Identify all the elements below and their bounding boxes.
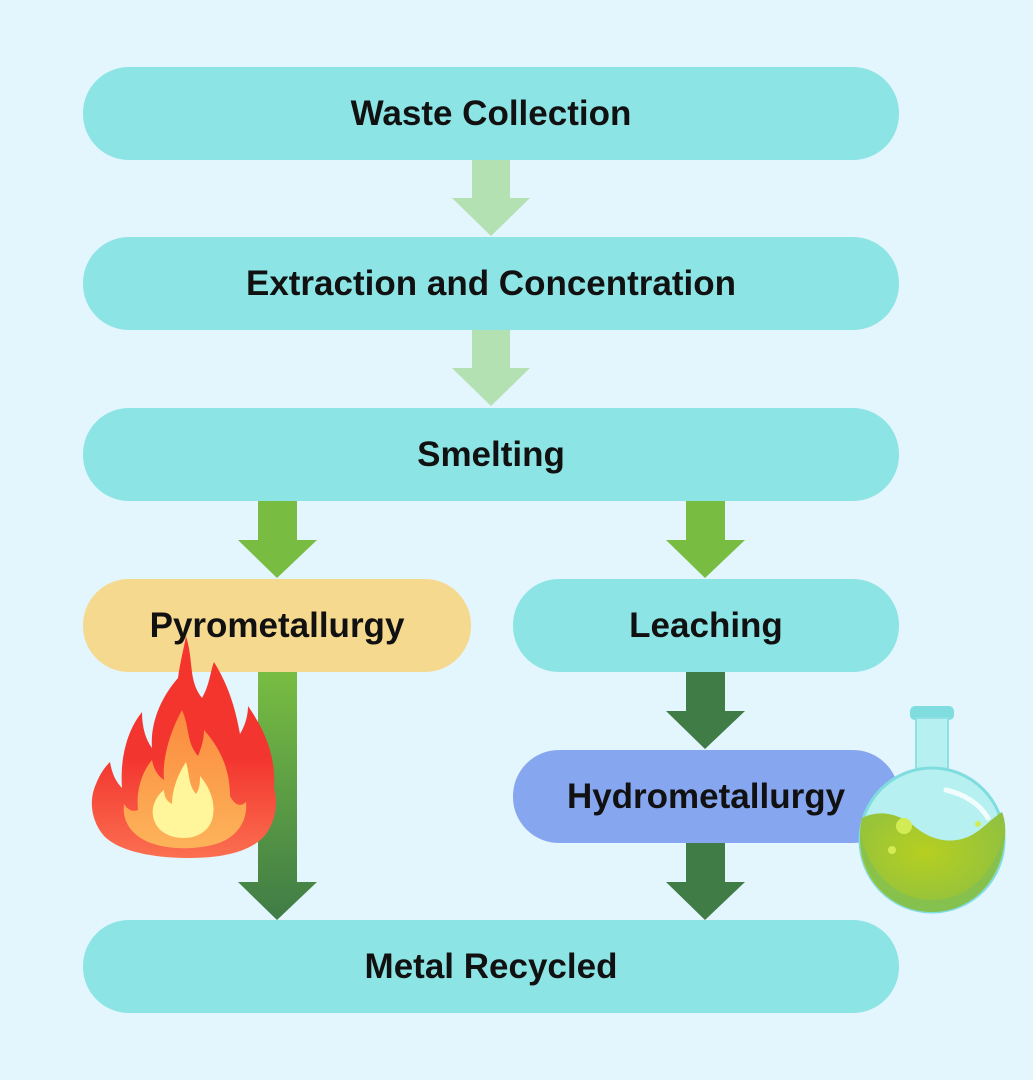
node-hydrometallurgy: Hydrometallurgy — [513, 750, 899, 843]
arrow-leaching-to-hydrometallurgy — [666, 672, 745, 749]
arrow-waste-to-extraction — [452, 160, 530, 236]
arrow-smelting-to-leaching — [666, 501, 745, 578]
arrow-hydrometallurgy-to-metal — [666, 843, 745, 920]
fire-icon — [91, 636, 276, 858]
arrow-pyrometallurgy-to-metal — [238, 672, 317, 920]
arrow-smelting-to-pyrometallurgy — [238, 501, 317, 578]
node-leaching: Leaching — [513, 579, 899, 672]
arrow-extraction-to-smelting — [452, 330, 530, 406]
node-waste-collection: Waste Collection — [83, 67, 899, 160]
node-smelting: Smelting — [83, 408, 899, 501]
node-metal-recycled: Metal Recycled — [83, 920, 899, 1013]
flask-icon — [858, 706, 1006, 914]
node-extraction-and-concentration: Extraction and Concentration — [83, 237, 899, 330]
node-pyrometallurgy: Pyrometallurgy — [83, 579, 471, 672]
